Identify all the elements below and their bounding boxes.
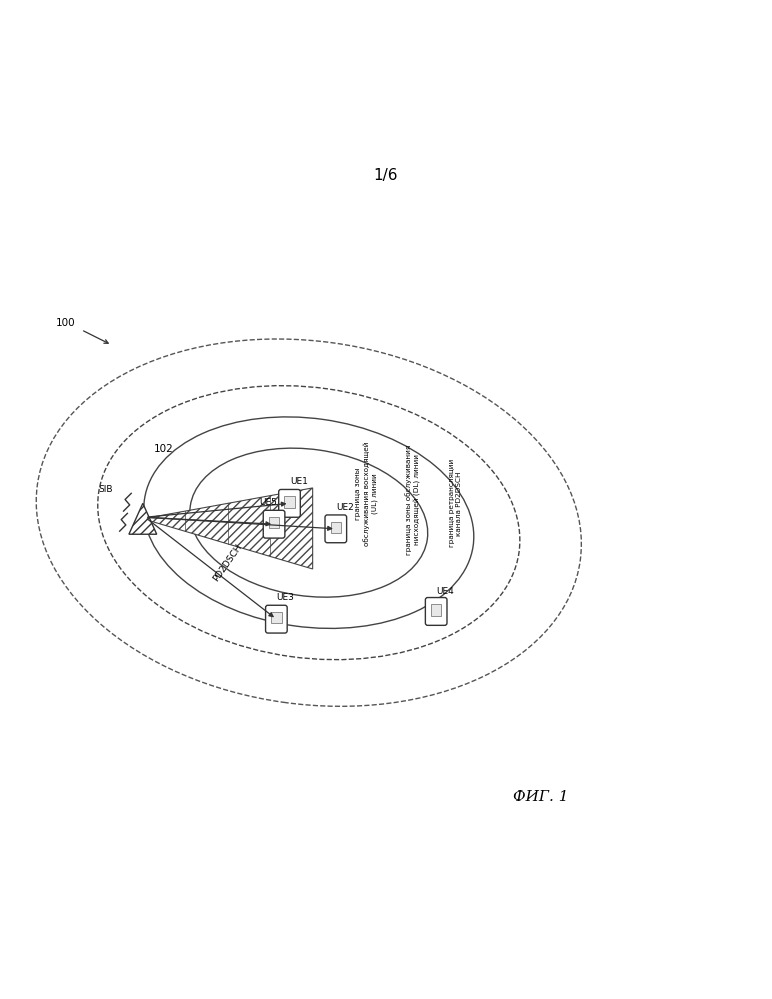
Text: 100: 100 [56,319,76,329]
Text: 1/6: 1/6 [374,168,398,183]
Text: 102: 102 [154,445,174,455]
Polygon shape [129,503,157,534]
Text: UE1: UE1 [290,478,308,487]
Text: UE2: UE2 [337,502,354,511]
Text: граница зоны
обслуживания восходящей
(UL) линии: граница зоны обслуживания восходящей (UL… [355,442,378,545]
FancyBboxPatch shape [325,514,347,542]
Text: SIB: SIB [99,485,113,494]
FancyBboxPatch shape [279,490,300,517]
Bar [269,516,279,528]
FancyBboxPatch shape [263,510,285,538]
Bar [431,604,442,615]
Text: UE5: UE5 [259,499,277,507]
FancyBboxPatch shape [425,597,447,625]
Text: ФИГ. 1: ФИГ. 1 [513,790,568,804]
Text: граница зоны обслуживания
нисходящей (DL) линии: граница зоны обслуживания нисходящей (DL… [405,445,421,554]
Bar [271,611,282,623]
Bar [330,521,341,533]
Polygon shape [143,488,313,569]
Text: UE3: UE3 [276,593,295,602]
Text: PD2DSCH: PD2DSCH [212,542,244,583]
FancyBboxPatch shape [266,605,287,633]
Text: граница ретрансляции
канала PD2DSCH: граница ретрансляции канала PD2DSCH [449,460,462,547]
Text: UE4: UE4 [437,587,454,596]
Bar [284,497,295,507]
